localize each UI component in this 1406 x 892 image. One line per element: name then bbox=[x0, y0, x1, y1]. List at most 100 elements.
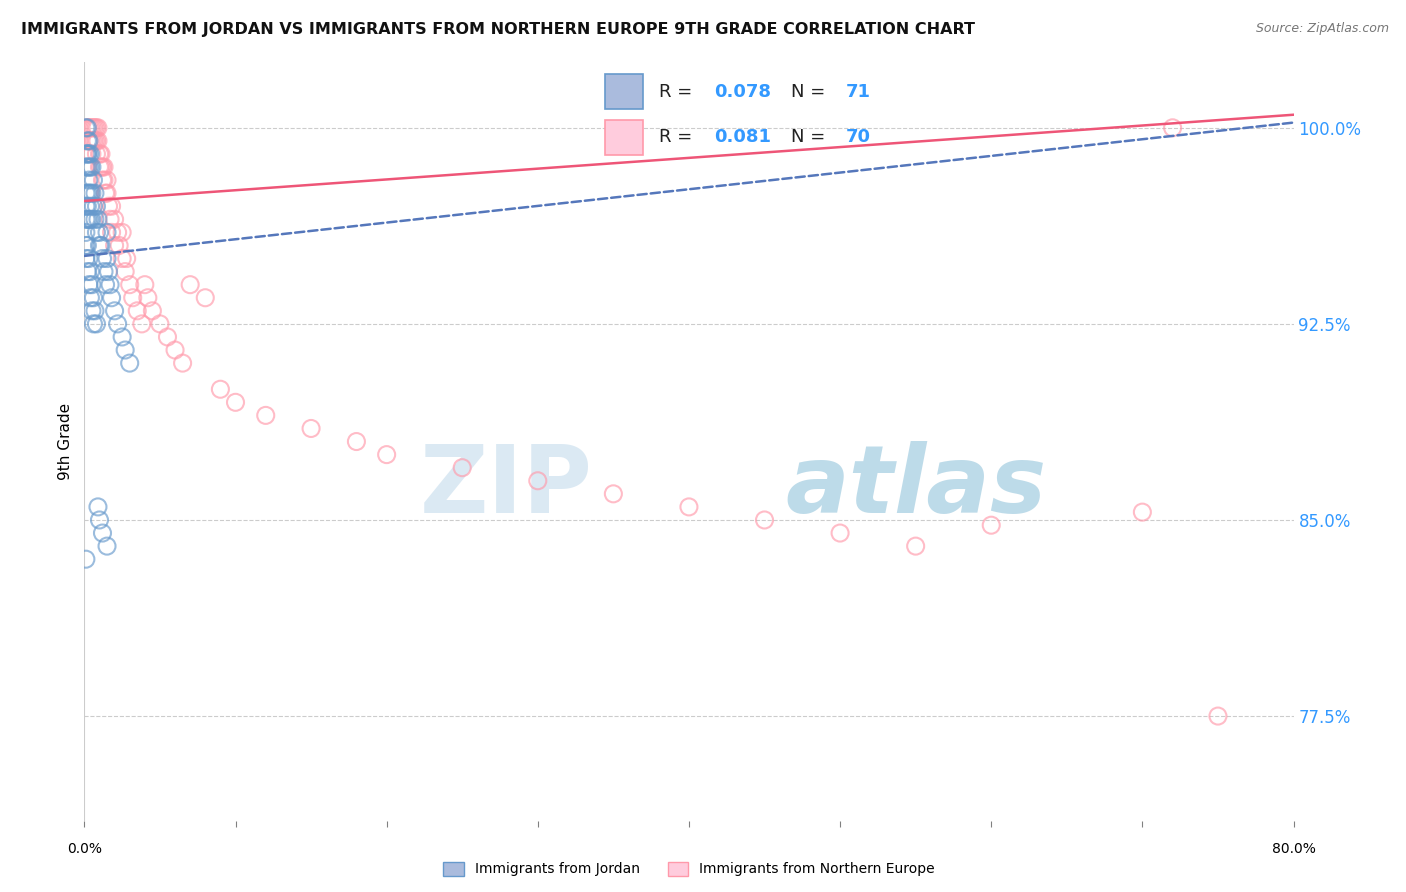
Point bbox=[77, 173, 100, 187]
Point bbox=[94, 277, 117, 292]
Point bbox=[82, 134, 104, 148]
Point bbox=[104, 303, 127, 318]
Point bbox=[84, 186, 107, 201]
Point bbox=[87, 212, 110, 227]
Text: atlas: atlas bbox=[786, 441, 1047, 533]
Point bbox=[96, 186, 118, 201]
Point bbox=[77, 134, 100, 148]
Point bbox=[100, 226, 122, 240]
Point bbox=[114, 343, 136, 357]
Point bbox=[75, 160, 97, 174]
Point bbox=[96, 539, 118, 553]
Point bbox=[134, 277, 156, 292]
Text: 0.0%: 0.0% bbox=[67, 841, 101, 855]
Point bbox=[1161, 120, 1184, 135]
Point bbox=[89, 160, 111, 174]
Point bbox=[97, 264, 120, 278]
Point bbox=[1206, 709, 1229, 723]
Point bbox=[77, 252, 100, 266]
Point bbox=[254, 409, 277, 423]
Point bbox=[98, 277, 121, 292]
Point bbox=[149, 317, 172, 331]
Point bbox=[96, 226, 118, 240]
Point bbox=[602, 487, 624, 501]
Point bbox=[91, 160, 114, 174]
Point bbox=[79, 160, 101, 174]
Point bbox=[82, 291, 104, 305]
Point bbox=[76, 120, 98, 135]
Point bbox=[98, 212, 121, 227]
Point bbox=[76, 120, 98, 135]
Point bbox=[89, 226, 111, 240]
Point bbox=[904, 539, 927, 553]
Point bbox=[76, 147, 98, 161]
Point bbox=[136, 291, 159, 305]
Point bbox=[75, 552, 97, 566]
Point bbox=[86, 317, 108, 331]
Point bbox=[346, 434, 368, 449]
Point bbox=[80, 277, 103, 292]
Point bbox=[127, 303, 149, 318]
Point bbox=[111, 330, 134, 344]
Point bbox=[75, 226, 97, 240]
Point bbox=[76, 186, 98, 201]
Point bbox=[118, 277, 141, 292]
Point bbox=[79, 212, 101, 227]
Point bbox=[91, 526, 114, 541]
Point bbox=[77, 147, 100, 161]
Point bbox=[225, 395, 247, 409]
Point bbox=[79, 291, 101, 305]
Point bbox=[86, 120, 108, 135]
Point bbox=[79, 186, 101, 201]
Point bbox=[80, 120, 103, 135]
Point bbox=[87, 120, 110, 135]
Point bbox=[79, 147, 101, 161]
Point bbox=[165, 343, 187, 357]
Point bbox=[79, 134, 101, 148]
Text: IMMIGRANTS FROM JORDAN VS IMMIGRANTS FROM NORTHERN EUROPE 9TH GRADE CORRELATION : IMMIGRANTS FROM JORDAN VS IMMIGRANTS FRO… bbox=[21, 22, 976, 37]
Point bbox=[299, 421, 322, 435]
Point bbox=[75, 147, 97, 161]
Point bbox=[86, 134, 108, 148]
Point bbox=[84, 134, 107, 148]
Point bbox=[93, 173, 115, 187]
Y-axis label: 9th Grade: 9th Grade bbox=[58, 403, 73, 480]
Point bbox=[79, 199, 101, 213]
Point bbox=[75, 199, 97, 213]
Point bbox=[87, 134, 110, 148]
Point bbox=[82, 317, 104, 331]
Point bbox=[84, 212, 107, 227]
Point bbox=[114, 264, 136, 278]
Point bbox=[179, 277, 201, 292]
Point bbox=[754, 513, 776, 527]
Point bbox=[89, 238, 111, 252]
Point bbox=[76, 134, 98, 148]
Point bbox=[91, 173, 114, 187]
Point bbox=[75, 120, 97, 135]
Point bbox=[87, 500, 110, 514]
Point bbox=[80, 303, 103, 318]
Point bbox=[80, 212, 103, 227]
Point bbox=[156, 330, 179, 344]
Point bbox=[77, 160, 100, 174]
Point bbox=[79, 264, 101, 278]
Point bbox=[84, 303, 107, 318]
Point bbox=[77, 212, 100, 227]
Point bbox=[89, 147, 111, 161]
Point bbox=[115, 252, 138, 266]
Point bbox=[100, 199, 122, 213]
Point bbox=[79, 120, 101, 135]
Point bbox=[93, 264, 115, 278]
Point bbox=[830, 526, 852, 541]
Point bbox=[111, 252, 134, 266]
Text: 80.0%: 80.0% bbox=[1271, 841, 1316, 855]
Point bbox=[118, 356, 141, 370]
Point bbox=[90, 160, 112, 174]
Point bbox=[141, 303, 163, 318]
Point bbox=[80, 160, 103, 174]
Text: Source: ZipAtlas.com: Source: ZipAtlas.com bbox=[1256, 22, 1389, 36]
Point bbox=[84, 120, 107, 135]
Point bbox=[527, 474, 550, 488]
Point bbox=[76, 199, 98, 213]
Point bbox=[94, 186, 117, 201]
